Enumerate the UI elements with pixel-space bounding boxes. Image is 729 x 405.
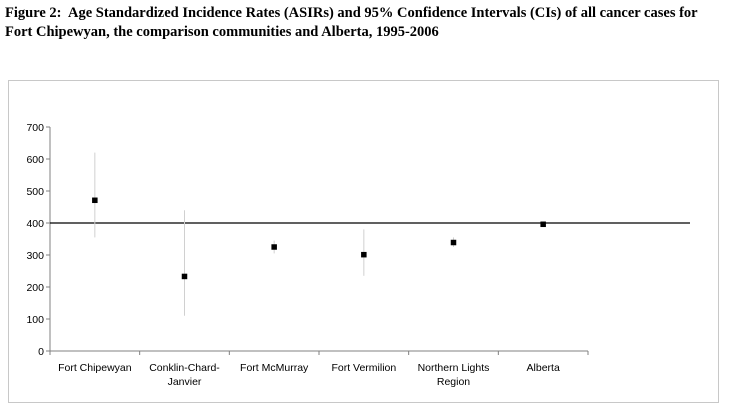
y-tick-label: 400: [26, 218, 44, 230]
y-tick-label: 300: [26, 250, 44, 262]
data-point: [92, 197, 98, 204]
y-tick-label: 200: [26, 282, 44, 294]
x-tick-label: Fort McMurray: [240, 362, 309, 374]
y-tick-label: 100: [26, 314, 44, 326]
x-tick-label: Northern Lights Region: [418, 362, 490, 388]
x-tick-label: Fort Chipewyan: [58, 362, 132, 374]
data-point: [271, 244, 277, 250]
y-tick-label: 600: [26, 154, 44, 166]
y-tick-label: 0: [38, 346, 44, 358]
figure-label: Figure 2:: [5, 5, 62, 21]
figure-title: Age Standardized Incidence Rates (ASIRs)…: [5, 5, 698, 40]
data-point: [540, 221, 546, 228]
x-tick-label: Conklin-Chard-Janvier: [149, 362, 220, 388]
y-tick-label: 700: [26, 122, 44, 134]
y-tick-label: 500: [26, 186, 44, 198]
data-point: [450, 239, 457, 246]
x-tick-label: Fort Vermilion: [331, 362, 396, 374]
data-point: [181, 273, 188, 280]
data-point: [361, 251, 367, 258]
figure-caption: Figure 2: Age Standardized Incidence Rat…: [5, 4, 725, 42]
x-tick-label: Alberta: [527, 362, 560, 374]
